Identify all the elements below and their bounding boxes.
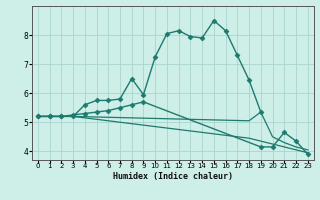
X-axis label: Humidex (Indice chaleur): Humidex (Indice chaleur) bbox=[113, 172, 233, 181]
